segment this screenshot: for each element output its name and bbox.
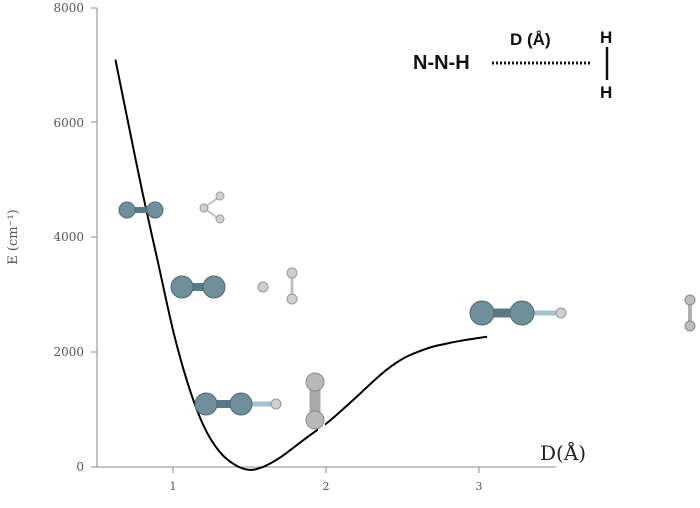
y-axis: 8000 6000 4000 2000 0 E (cm⁻¹) bbox=[6, 1, 98, 474]
h-atom bbox=[199, 203, 209, 213]
h-atom bbox=[286, 267, 298, 279]
molecule-1 bbox=[118, 191, 225, 224]
n-atom bbox=[146, 201, 164, 219]
h-atom bbox=[555, 307, 567, 319]
molecule-3 bbox=[194, 372, 325, 430]
h-atom bbox=[270, 398, 282, 410]
y-axis-label: E (cm⁻¹) bbox=[6, 209, 21, 264]
n-atom bbox=[509, 300, 535, 326]
n-atom bbox=[194, 392, 218, 416]
h-atom bbox=[305, 372, 325, 392]
h-atom bbox=[305, 410, 325, 430]
x-axis-label: D(Å) bbox=[540, 440, 586, 465]
n-atom bbox=[118, 201, 136, 219]
inset-distance-label: D (Å) bbox=[510, 30, 551, 49]
h-atom bbox=[215, 191, 225, 201]
inset-left-label: N-N-H bbox=[413, 52, 470, 74]
y-tick-label: 0 bbox=[76, 460, 84, 474]
y-tick-label: 2000 bbox=[53, 345, 84, 359]
n-atom bbox=[469, 300, 495, 326]
n-atom bbox=[170, 275, 194, 299]
x-axis: 1 2 3 D(Å) bbox=[97, 440, 586, 493]
series-line bbox=[114, 59, 488, 471]
h-atom bbox=[215, 214, 225, 224]
y-tick-label: 8000 bbox=[53, 1, 84, 15]
h-atom bbox=[257, 281, 269, 293]
x-tick-label: 2 bbox=[323, 480, 330, 493]
y-tick-label: 6000 bbox=[53, 116, 84, 130]
h-atom bbox=[286, 293, 298, 305]
n-atom bbox=[229, 392, 253, 416]
h-atom bbox=[684, 294, 696, 306]
n-atom bbox=[202, 275, 226, 299]
h-atom bbox=[684, 320, 696, 332]
x-tick-label: 1 bbox=[170, 480, 177, 493]
inset-bottom-h: H bbox=[600, 83, 612, 102]
x-tick-label: 3 bbox=[476, 480, 483, 493]
molecule-2 bbox=[170, 267, 298, 305]
inset-diagram: N-N-H D (Å) H H bbox=[413, 28, 612, 102]
molecule-4 bbox=[469, 294, 696, 332]
inset-top-h: H bbox=[600, 28, 612, 47]
y-tick-label: 4000 bbox=[53, 230, 84, 244]
